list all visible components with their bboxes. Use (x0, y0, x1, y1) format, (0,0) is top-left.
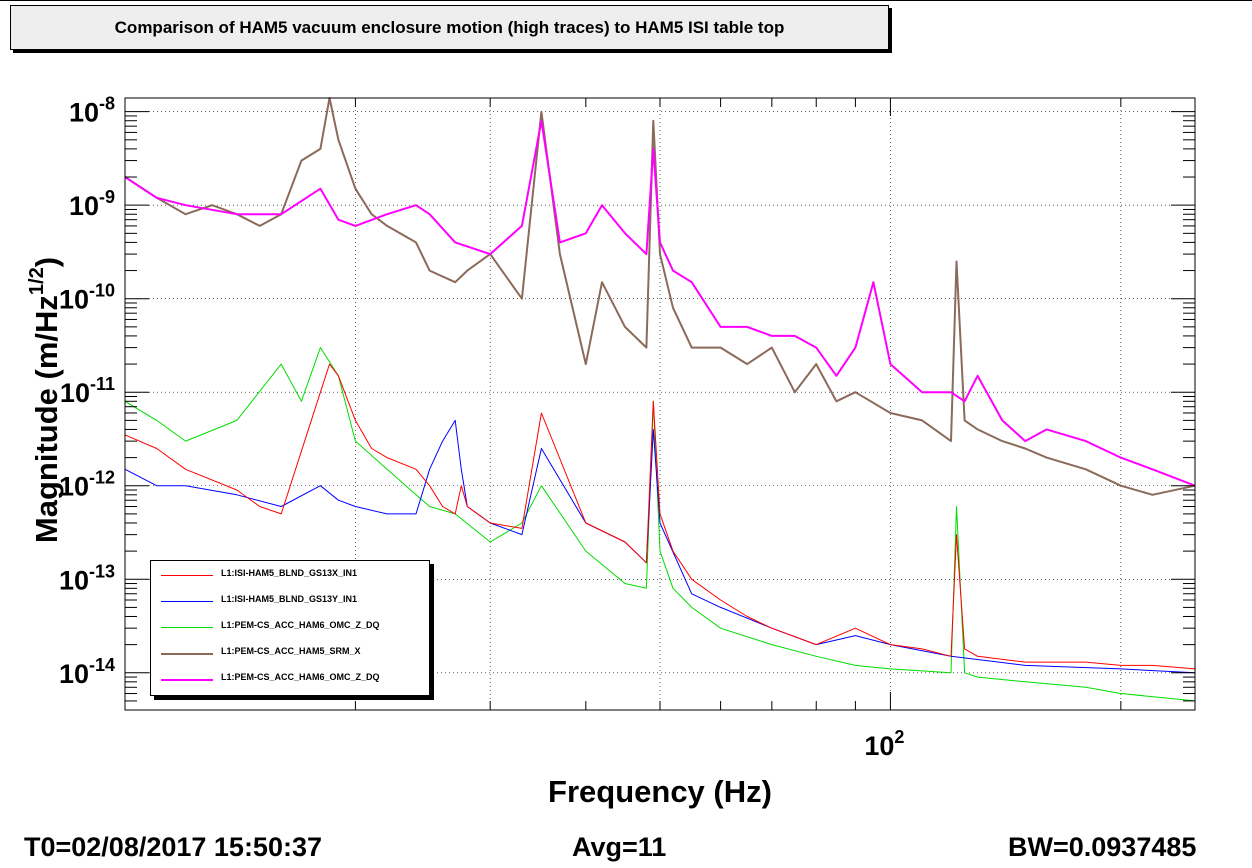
legend-item: L1:ISI-HAM5_BLND_GS13X_IN1 (151, 566, 429, 586)
legend-label: L1:PEM-CS_ACC_HAM5_SRM_X (221, 646, 361, 656)
series-line-5 (124, 119, 1196, 487)
legend-item: L1:PEM-CS_ACC_HAM6_OMC_Z_DQ (151, 670, 429, 690)
legend-swatch (161, 601, 213, 602)
series-line-3 (124, 347, 1196, 702)
y-tick-labels: 10-8 10-9 10-10 10-11 10-12 10-13 10-14 (59, 94, 115, 689)
footer-t0: T0=02/08/2017 15:50:37 (24, 832, 322, 862)
legend-item: L1:ISI-HAM5_BLND_GS13Y_IN1 (151, 592, 429, 612)
legend: L1:ISI-HAM5_BLND_GS13X_IN1 L1:ISI-HAM5_BL… (150, 560, 430, 696)
footer-avg: Avg=11 (572, 832, 667, 862)
y-tick-label: 10-12 (59, 468, 115, 502)
series-line-4 (124, 97, 1196, 496)
legend-swatch (161, 627, 213, 628)
legend-item: L1:PEM-CS_ACC_HAM6_OMC_Z_DQ (151, 618, 429, 638)
top-rule (0, 0, 1252, 1)
legend-label: L1:ISI-HAM5_BLND_GS13Y_IN1 (221, 594, 358, 604)
series-layer (124, 97, 1196, 702)
y-tick-label: 10-8 (69, 94, 115, 128)
series-line-2 (124, 419, 1196, 674)
legend-swatch (161, 679, 213, 681)
legend-label: L1:ISI-HAM5_BLND_GS13X_IN1 (221, 568, 358, 578)
y-tick-label: 10-11 (60, 374, 115, 408)
legend-label: L1:PEM-CS_ACC_HAM6_OMC_Z_DQ (221, 672, 380, 682)
chart-title: Comparison of HAM5 vacuum enclosure moti… (114, 18, 785, 37)
legend-swatch (161, 653, 213, 655)
y-axis-label: Magnitude (m/Hz1/2) (26, 257, 64, 543)
legend-swatch (161, 575, 213, 576)
x-tick-labels: 102 (864, 727, 904, 761)
y-tick-label: 10-9 (69, 187, 115, 221)
series-line-1 (124, 363, 1196, 670)
chart-title-box: Comparison of HAM5 vacuum enclosure moti… (10, 5, 889, 50)
x-axis-label: Frequency (Hz) (548, 774, 772, 809)
y-tick-label: 10-13 (59, 561, 115, 595)
tick-layer (124, 98, 1195, 711)
y-tick-label: 10-14 (59, 655, 115, 689)
legend-item: L1:PEM-CS_ACC_HAM5_SRM_X (151, 644, 429, 664)
x-tick-label: 102 (864, 727, 904, 761)
legend-label: L1:PEM-CS_ACC_HAM6_OMC_Z_DQ (221, 620, 380, 630)
footer-bw: BW=0.0937485 (1008, 832, 1197, 862)
y-tick-label: 10-10 (59, 281, 115, 315)
